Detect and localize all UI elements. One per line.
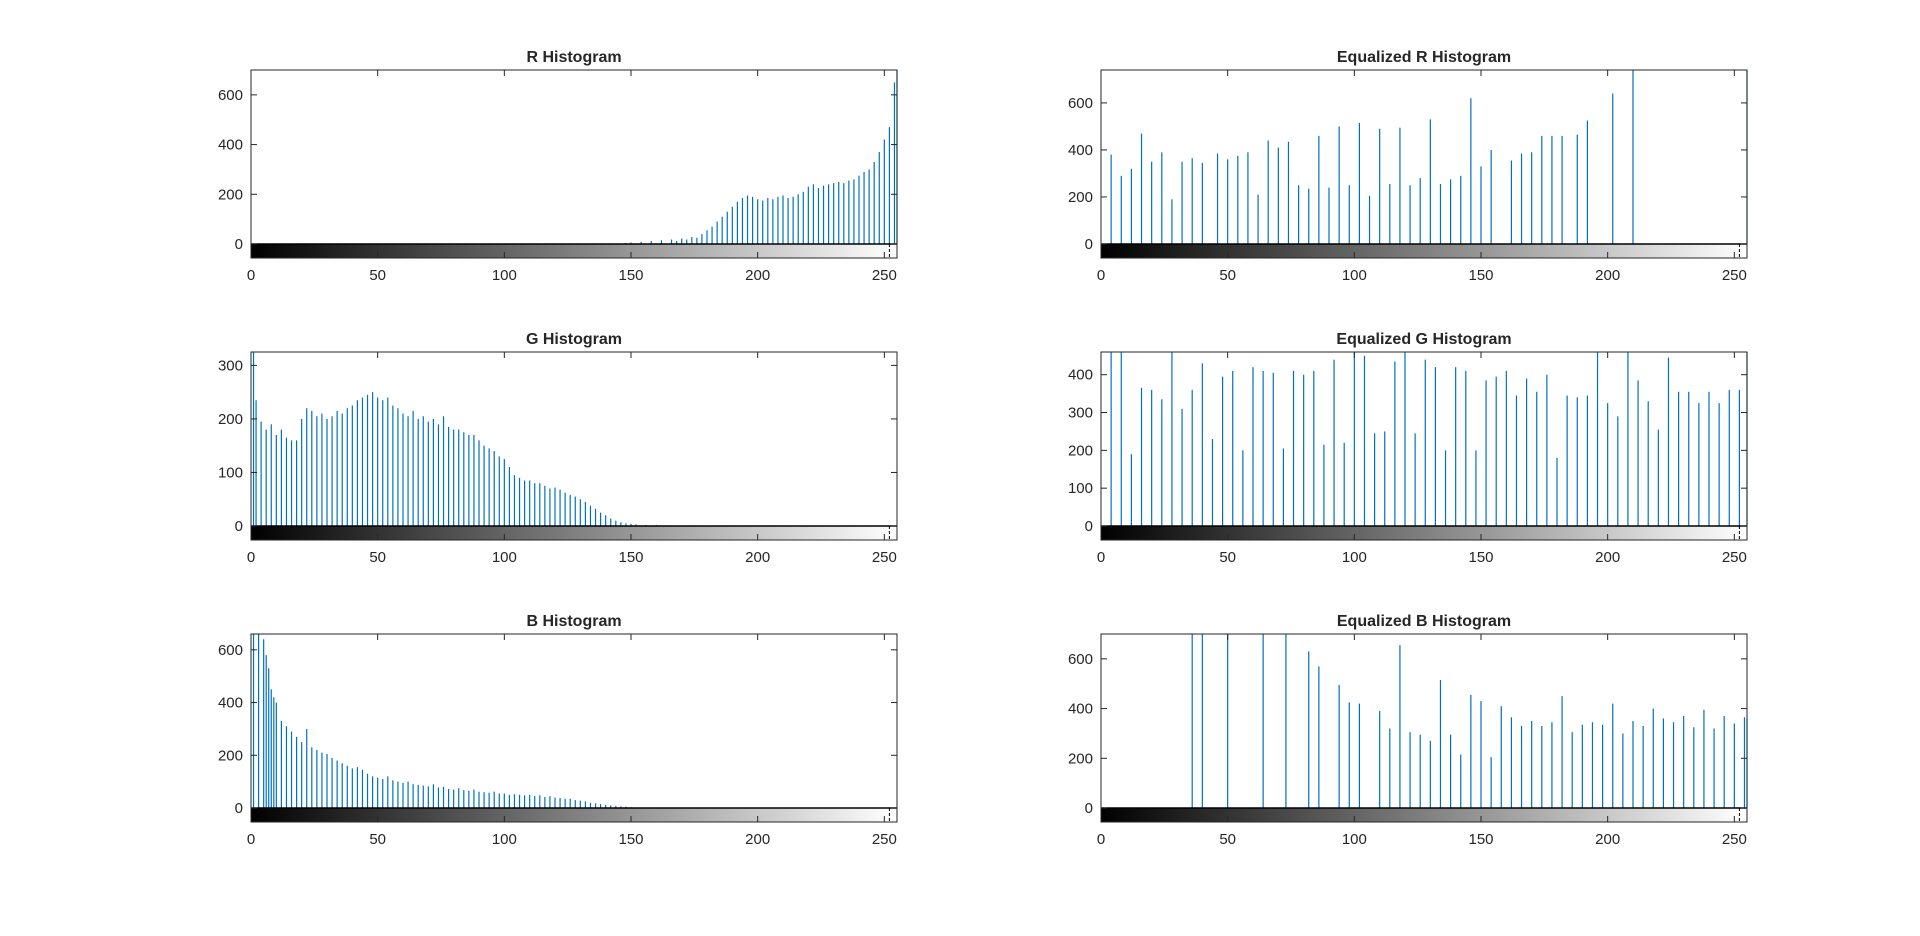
y-tick-label: 0 [235,800,243,817]
x-tick-label: 100 [1342,831,1367,848]
x-tick-label: 100 [492,831,517,848]
y-tick-label: 100 [1068,480,1093,497]
intensity-colorbar [251,244,897,258]
x-tick-label: 250 [1722,549,1747,566]
y-tick-label: 400 [218,137,243,154]
chart-title: B Histogram [526,613,621,630]
x-tick-label: 150 [1468,831,1493,848]
y-tick-label: 200 [218,186,243,203]
axes-box [250,351,898,541]
axes-box [1100,633,1748,823]
x-tick-label: 100 [492,549,517,566]
x-tick-label: 50 [1219,831,1236,848]
x-tick-label: 100 [492,267,517,284]
intensity-colorbar [251,808,897,822]
x-tick-label: 150 [618,831,643,848]
y-tick-label: 200 [218,747,243,764]
chart-title: Equalized B Histogram [1337,613,1511,630]
axes-box [250,69,898,259]
x-tick-label: 0 [247,267,255,284]
subplot-4: Equalized G Histogram 0 100 200 300 400 0 50 100… [1068,331,1748,566]
y-tick-label: 0 [235,518,243,535]
x-tick-label: 50 [369,267,386,284]
y-tick-label: 0 [1085,236,1093,253]
x-tick-label: 50 [1219,267,1236,284]
x-tick-label: 250 [872,549,897,566]
x-tick-label: 0 [1097,267,1105,284]
y-tick-label: 200 [1068,189,1093,206]
intensity-colorbar [1101,244,1747,258]
x-tick-label: 100 [1342,267,1367,284]
subplot-3: G Histogram 0 100 200 300 0 50 100 150 200 250 [218,331,898,566]
plot-area [1101,634,1747,822]
y-tick-label: 600 [1068,95,1093,112]
subplot-6: Equalized B Histogram 0 200 400 600 0 50 100 150… [1068,613,1748,848]
x-tick-label: 150 [618,267,643,284]
x-tick-label: 200 [745,549,770,566]
chart-title: Equalized G Histogram [1336,331,1511,348]
subplot-1: R Histogram 0 200 400 600 0 50 100 150 200 250 [218,49,898,284]
intensity-colorbar [1101,526,1747,540]
x-tick-label: 200 [745,831,770,848]
y-tick-label: 200 [218,411,243,428]
axes-box [1100,351,1748,541]
axes-box [1100,69,1748,259]
plot-area [251,352,897,540]
chart-title: Equalized R Histogram [1337,49,1511,66]
y-tick-label: 100 [218,464,243,481]
y-tick-label: 600 [1068,651,1093,668]
x-tick-label: 200 [1595,549,1620,566]
y-tick-label: 300 [218,357,243,374]
y-tick-label: 0 [1085,518,1093,535]
intensity-colorbar [251,526,897,540]
y-tick-label: 400 [218,695,243,712]
x-tick-label: 50 [369,831,386,848]
y-tick-label: 0 [1085,800,1093,817]
x-tick-label: 250 [1722,831,1747,848]
intensity-colorbar [1101,808,1747,822]
x-tick-label: 100 [1342,549,1367,566]
x-tick-label: 50 [369,549,386,566]
subplot-2: Equalized R Histogram 0 200 400 600 0 50 100 150… [1068,49,1748,284]
y-tick-label: 400 [1068,142,1093,159]
plot-area [251,70,897,258]
y-tick-label: 600 [218,87,243,104]
x-tick-label: 0 [247,831,255,848]
plot-area [1101,70,1747,258]
x-tick-label: 200 [1595,267,1620,284]
y-tick-label: 600 [218,642,243,659]
chart-title: G Histogram [526,331,622,348]
plot-area [251,634,897,822]
subplot-5: B Histogram 0 200 400 600 0 50 100 150 200 250 [218,613,898,848]
x-tick-label: 0 [247,549,255,566]
x-tick-label: 150 [1468,267,1493,284]
y-tick-label: 200 [1068,442,1093,459]
x-tick-label: 0 [1097,549,1105,566]
x-tick-label: 200 [745,267,770,284]
x-tick-label: 250 [872,831,897,848]
chart-title: R Histogram [526,49,621,66]
x-tick-label: 150 [1468,549,1493,566]
x-tick-label: 150 [618,549,643,566]
axes-box [250,633,898,823]
y-tick-label: 200 [1068,750,1093,767]
y-tick-label: 400 [1068,367,1093,384]
x-tick-label: 50 [1219,549,1236,566]
plot-area [1101,352,1747,540]
y-tick-label: 400 [1068,701,1093,718]
x-tick-label: 200 [1595,831,1620,848]
x-tick-label: 0 [1097,831,1105,848]
y-tick-label: 0 [235,236,243,253]
x-tick-label: 250 [872,267,897,284]
x-tick-label: 250 [1722,267,1747,284]
y-tick-label: 300 [1068,405,1093,422]
